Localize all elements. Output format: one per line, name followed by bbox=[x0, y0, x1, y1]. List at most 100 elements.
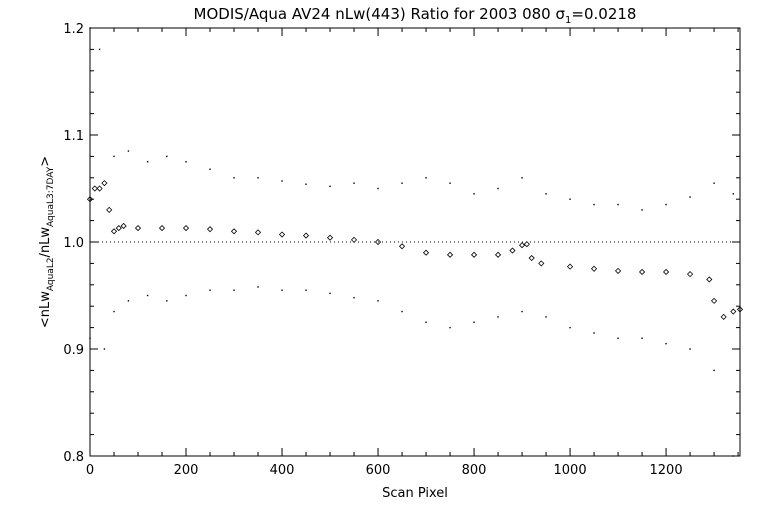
y-tick-label: 1.2 bbox=[63, 22, 84, 37]
point-lower bbox=[146, 294, 149, 297]
point-mean bbox=[538, 260, 545, 267]
point-upper bbox=[401, 182, 403, 184]
point-upper bbox=[689, 196, 691, 198]
point-lower bbox=[497, 316, 499, 318]
series-upper bbox=[89, 27, 734, 211]
x-tick-label: 200 bbox=[174, 463, 199, 478]
point-upper bbox=[569, 198, 571, 200]
point-mean bbox=[91, 185, 98, 192]
point-mean bbox=[398, 243, 406, 250]
point-upper bbox=[593, 203, 595, 206]
point-upper bbox=[281, 180, 283, 182]
point-lower bbox=[473, 321, 475, 323]
point-mean bbox=[523, 241, 530, 248]
point-mean bbox=[110, 228, 118, 235]
x-tick-label: 400 bbox=[270, 463, 295, 478]
point-mean bbox=[106, 206, 113, 213]
y-tick-label: 0.8 bbox=[63, 450, 84, 465]
point-mean bbox=[158, 225, 166, 232]
point-mean bbox=[528, 254, 535, 262]
plot-area bbox=[86, 27, 744, 457]
point-lower bbox=[103, 348, 106, 350]
point-upper bbox=[425, 177, 427, 179]
point-mean bbox=[446, 251, 454, 258]
point-upper bbox=[257, 177, 259, 179]
point-mean bbox=[326, 234, 334, 241]
y-tick-label: 0.9 bbox=[63, 343, 84, 358]
point-mean bbox=[96, 185, 103, 192]
point-mean bbox=[687, 271, 694, 278]
point-upper bbox=[449, 182, 451, 184]
point-lower bbox=[545, 316, 547, 318]
point-mean bbox=[254, 229, 262, 236]
point-lower bbox=[617, 337, 619, 339]
point-mean bbox=[374, 238, 382, 246]
point-mean bbox=[730, 308, 737, 315]
point-lower bbox=[641, 337, 643, 339]
point-lower bbox=[377, 300, 379, 302]
point-mean bbox=[663, 268, 670, 276]
point-upper bbox=[113, 155, 115, 158]
point-lower bbox=[449, 326, 451, 329]
point-mean bbox=[720, 313, 727, 320]
point-upper bbox=[98, 48, 101, 51]
point-mean bbox=[494, 251, 502, 258]
point-upper bbox=[209, 168, 211, 170]
point-lower bbox=[713, 369, 715, 372]
series-mean bbox=[86, 180, 744, 320]
ylabel-part-2: AquaL2 bbox=[46, 257, 56, 291]
point-lower bbox=[185, 294, 187, 297]
point-upper bbox=[713, 182, 715, 184]
point-mean bbox=[470, 251, 478, 258]
title-sigma-value: =0.0218 bbox=[571, 5, 636, 23]
point-upper bbox=[329, 185, 331, 188]
point-upper bbox=[305, 183, 307, 185]
ylabel-part-4: AquaL3:7DAY bbox=[46, 166, 56, 227]
x-tick-label: 1200 bbox=[650, 463, 683, 478]
point-lower bbox=[257, 286, 259, 288]
point-mean bbox=[711, 297, 718, 304]
point-mean bbox=[206, 226, 214, 233]
y-tick-label: 1.0 bbox=[63, 236, 84, 251]
x-tick-label: 800 bbox=[462, 463, 487, 478]
point-upper bbox=[473, 193, 475, 195]
point-upper bbox=[732, 193, 734, 195]
title-main: MODIS/Aqua AV24 nLw(443) Ratio for 2003 … bbox=[194, 5, 556, 23]
point-upper bbox=[353, 182, 355, 184]
series-lower bbox=[89, 286, 734, 457]
point-mean bbox=[614, 267, 622, 274]
point-lower bbox=[689, 348, 691, 350]
point-mean bbox=[120, 222, 127, 230]
point-mean bbox=[182, 225, 190, 232]
point-mean bbox=[278, 231, 286, 238]
y-axis-label: <nLwAquaL2/nLwAquaL3:7DAY> bbox=[38, 156, 56, 328]
x-axis-label: Scan Pixel bbox=[382, 486, 448, 501]
point-lower bbox=[209, 289, 211, 291]
x-axis: 0 200 400 600 800 1000 1200 bbox=[86, 28, 739, 478]
y-axis: 0.8 0.9 1.0 1.1 1.2 bbox=[63, 22, 740, 465]
point-mean bbox=[422, 249, 430, 256]
point-lower bbox=[113, 310, 115, 313]
point-lower bbox=[593, 332, 595, 334]
point-upper bbox=[545, 193, 547, 195]
title-sigma-symbol: σ bbox=[556, 5, 566, 23]
point-mean bbox=[86, 196, 94, 203]
point-lower bbox=[305, 289, 307, 291]
title-sigma-subscript: 1 bbox=[565, 15, 571, 26]
point-lower bbox=[127, 300, 130, 302]
point-upper bbox=[665, 203, 667, 206]
ylabel-part-5: > bbox=[38, 156, 53, 167]
ylabel-part-1: <nLw bbox=[38, 291, 53, 328]
point-upper bbox=[497, 187, 499, 190]
point-lower bbox=[569, 326, 571, 329]
point-mean bbox=[350, 236, 358, 243]
point-upper bbox=[521, 177, 523, 179]
point-mean bbox=[509, 247, 516, 254]
chart-title: MODIS/Aqua AV24 nLw(443) Ratio for 2003 … bbox=[194, 5, 637, 26]
point-mean bbox=[590, 265, 598, 272]
point-mean bbox=[736, 306, 744, 313]
point-lower bbox=[281, 289, 283, 291]
ylabel-part-3: /nLw bbox=[38, 227, 53, 258]
point-mean bbox=[566, 263, 574, 270]
